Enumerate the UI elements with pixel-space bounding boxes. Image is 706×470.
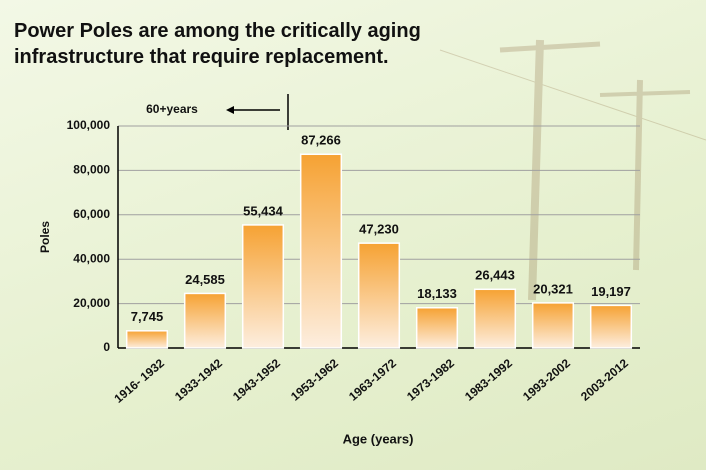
x-axis-label: Age (years): [343, 431, 414, 446]
y-tick-label: 60,000: [73, 207, 110, 221]
x-tick-label: 1963-1972: [346, 356, 399, 404]
value-label: 87,266: [301, 133, 341, 148]
value-label: 20,321: [533, 281, 573, 296]
bar: [357, 242, 401, 349]
value-label: 7,745: [131, 309, 164, 324]
x-tick-label: 1933-1942: [172, 356, 225, 404]
x-tick-label: 1943-1952: [230, 356, 283, 404]
value-label: 55,434: [243, 203, 284, 218]
value-label: 24,585: [185, 272, 225, 287]
annotation: 60+years: [146, 102, 198, 116]
value-label: 19,197: [591, 284, 631, 299]
bar: [473, 288, 517, 349]
x-tick-label: 1983-1992: [462, 356, 515, 404]
y-tick-label: 100,000: [67, 118, 111, 132]
x-tick-label: 1916- 1932: [111, 356, 167, 406]
value-label: 18,133: [417, 286, 457, 301]
bar: [299, 153, 343, 349]
bar: [241, 224, 285, 349]
bar: [415, 306, 459, 349]
x-tick-label: 1953-1962: [288, 356, 341, 404]
value-label: 26,443: [475, 268, 515, 283]
x-tick-label: 2003-2012: [578, 356, 631, 404]
x-tick-label: 1973-1982: [404, 356, 457, 404]
y-tick-label: 40,000: [73, 251, 110, 265]
chart-title: Power Poles are among the critically agi…: [14, 20, 421, 68]
bar: [125, 330, 169, 349]
value-label: 47,230: [359, 222, 399, 237]
bar: [531, 302, 575, 349]
y-axis-label: Poles: [38, 221, 52, 253]
annotation-arrowhead: [226, 106, 234, 114]
y-tick-label: 0: [103, 340, 110, 354]
bar: [589, 304, 633, 349]
bar: [183, 292, 227, 349]
y-tick-label: 80,000: [73, 163, 110, 177]
y-tick-label: 20,000: [73, 296, 110, 310]
x-tick-label: 1993-2002: [520, 356, 573, 404]
